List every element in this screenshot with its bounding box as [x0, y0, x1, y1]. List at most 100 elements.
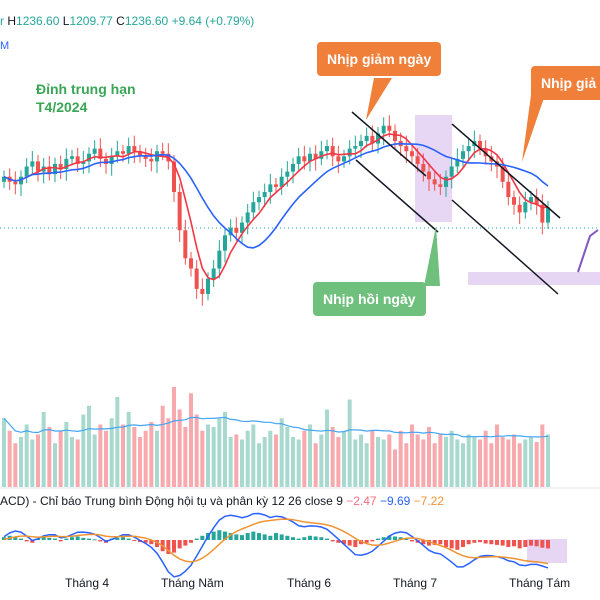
- candle-body: [194, 268, 199, 289]
- candle-body: [183, 230, 188, 259]
- volume-ma-line: [3, 416, 549, 438]
- candle-body: [546, 207, 550, 223]
- macd-histogram-bar: [211, 531, 216, 540]
- candle-body: [172, 161, 176, 192]
- candle-body: [529, 197, 533, 203]
- low-label: L: [62, 14, 70, 28]
- volume-bar: [461, 443, 465, 487]
- macd-histogram-bar: [432, 540, 437, 545]
- macd-histogram-bar: [53, 538, 57, 540]
- volume-bar: [444, 437, 448, 487]
- volume-bar: [342, 430, 346, 487]
- volume-bar: [529, 437, 533, 487]
- macd-histogram-bar: [444, 540, 448, 547]
- candle-body: [404, 146, 409, 152]
- volume-bar: [415, 434, 420, 487]
- candle-body: [104, 158, 108, 164]
- volume-bar: [296, 439, 301, 487]
- volume-bar: [308, 424, 312, 487]
- volume-bar: [466, 434, 471, 487]
- macd-histogram-bar: [70, 537, 74, 540]
- volume-bar: [381, 439, 386, 487]
- macd-legend: ACD) - Chỉ báo Trung bình Động hội tụ và…: [0, 494, 444, 508]
- volume-bar: [268, 430, 273, 487]
- macd-histogram-bar: [126, 538, 131, 540]
- volume-bar: [512, 434, 516, 487]
- macd-signal-line: [3, 518, 549, 565]
- volume-bar: [223, 412, 227, 487]
- callout-pointer-2: [522, 95, 545, 162]
- volume-bar: [410, 424, 414, 487]
- volume-bar: [206, 424, 210, 487]
- macd-layer: [2, 512, 550, 578]
- macd-histogram-bar: [523, 540, 528, 547]
- volume-bar: [183, 427, 188, 487]
- macd-histogram-bar: [398, 537, 403, 540]
- volume-bar: [404, 443, 409, 487]
- macd-histogram-bar: [410, 540, 414, 542]
- macd-signal-value: −7.22: [413, 494, 445, 508]
- candle-body: [138, 151, 142, 157]
- macd-histogram-bar: [172, 540, 176, 553]
- volume-bar: [138, 437, 142, 487]
- volume-bar: [177, 409, 182, 487]
- drop-callout-2: Nhịp giả: [531, 66, 600, 100]
- candle-body: [132, 146, 137, 152]
- candle-body: [115, 151, 120, 157]
- volume-bar: [540, 424, 545, 487]
- candle-body: [313, 153, 318, 159]
- macd-histogram-bar: [461, 540, 465, 547]
- candle-body: [302, 156, 307, 162]
- candle-body: [364, 135, 369, 141]
- macd-histogram-bar: [330, 540, 335, 542]
- macd-histogram-bar: [302, 537, 307, 540]
- macd-histogram-bar: [534, 540, 539, 547]
- candle-body: [228, 227, 233, 236]
- candle-body: [279, 176, 284, 187]
- volume-bar: [370, 430, 375, 487]
- candle-body: [2, 176, 6, 182]
- macd-histogram-bar: [319, 537, 324, 540]
- volume-bar: [75, 439, 80, 487]
- volume-bar: [421, 439, 426, 487]
- volume-bar: [251, 424, 256, 487]
- candle-body: [200, 288, 205, 294]
- volume-bar: [478, 439, 482, 487]
- macd-histogram-bar: [183, 540, 188, 546]
- candle-body: [540, 204, 545, 223]
- macd-histogram-bar: [149, 540, 154, 545]
- candle-body: [13, 181, 18, 185]
- volume-bar: [143, 430, 148, 487]
- candle-body: [251, 202, 256, 213]
- volume-bar: [47, 427, 52, 487]
- macd-histogram-bar: [2, 537, 6, 540]
- volume-bar: [438, 434, 443, 487]
- moving-average-layer: [3, 133, 549, 281]
- macd-histogram-bar: [500, 540, 505, 546]
- volume-bar: [36, 434, 40, 487]
- peak-line1: Đỉnh trung hạn: [36, 81, 136, 97]
- candle-body: [121, 151, 125, 154]
- rebound-arrow: [577, 229, 599, 273]
- macd-histogram-bar: [132, 540, 137, 541]
- volume-bar: [257, 443, 261, 487]
- candle-body: [308, 153, 312, 162]
- volume-bar: [534, 442, 539, 487]
- macd-histogram-bar: [336, 540, 341, 543]
- macd-histogram-bar: [472, 540, 477, 543]
- candle-body: [449, 166, 454, 177]
- candle-body: [274, 184, 278, 187]
- candle-body: [223, 235, 227, 251]
- volume-bar: [472, 437, 477, 487]
- macd-histogram-bar: [285, 535, 290, 540]
- volume-bar: [387, 434, 392, 487]
- macd-histogram-bar: [41, 537, 46, 540]
- candle-body: [353, 146, 358, 149]
- callout-pointer-1: [366, 78, 392, 120]
- candle-body: [359, 141, 363, 147]
- low-value: 1209.77: [69, 14, 113, 28]
- macd-histogram-bar: [64, 538, 69, 540]
- volume-bar: [245, 430, 250, 487]
- candle-body: [234, 227, 239, 233]
